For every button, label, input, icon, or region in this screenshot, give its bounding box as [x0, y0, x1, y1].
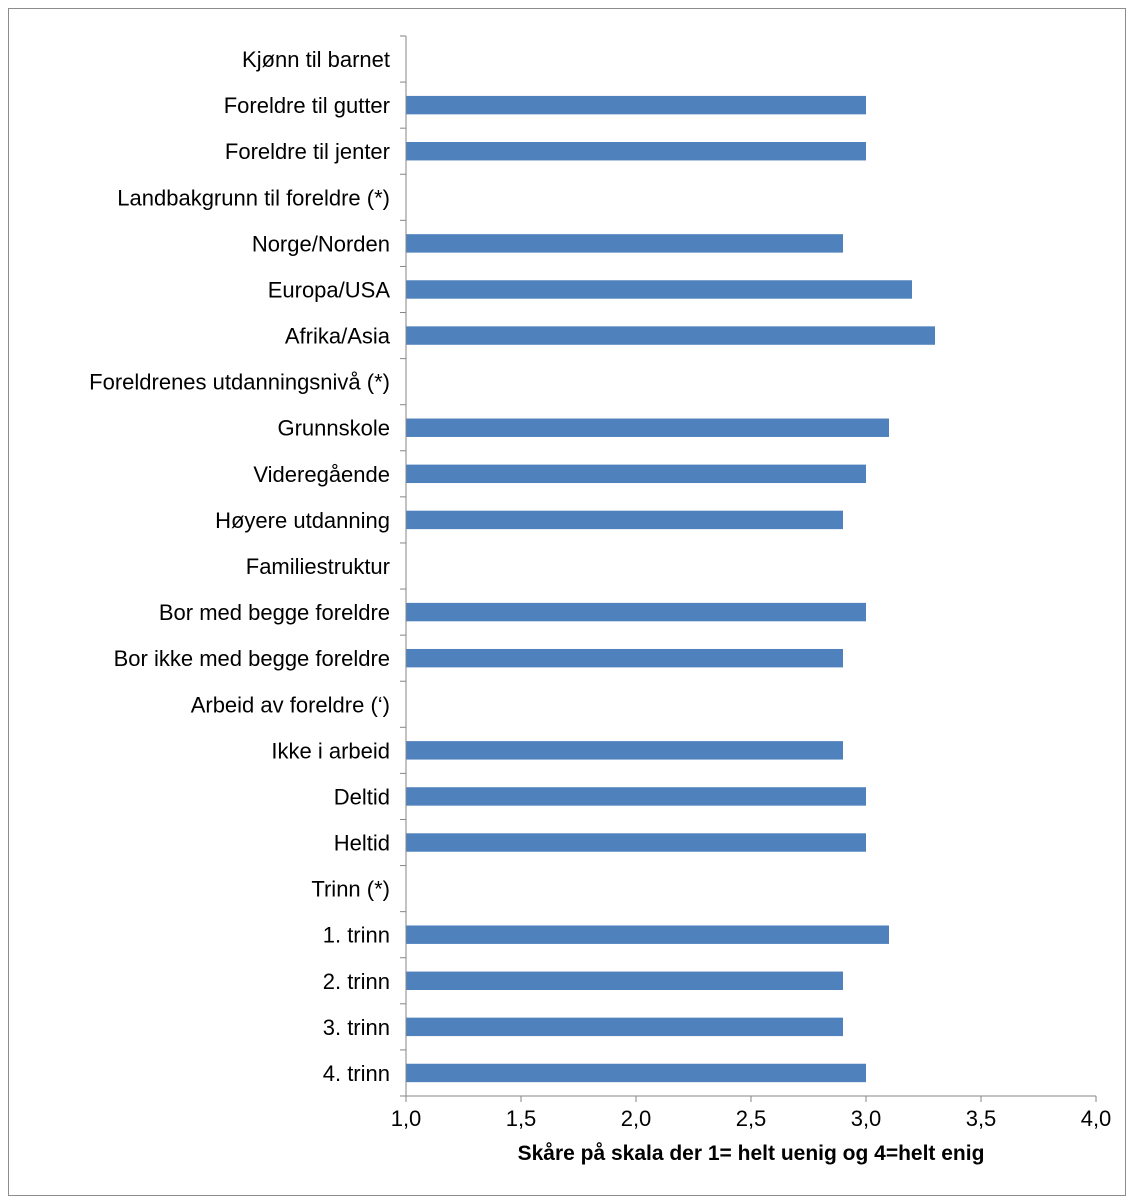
- bar: [406, 280, 912, 299]
- x-tick-labels: 1,0 1,5 2,0 2,5 3,0 3,5 4,0: [391, 1106, 1112, 1131]
- bar: [406, 510, 843, 530]
- category-label: Afrika/Asia: [285, 324, 391, 349]
- bar: [406, 741, 843, 760]
- category-label: Foreldrenes utdanningsnivå (*): [89, 370, 390, 395]
- category-label: Norge/Norden: [252, 231, 390, 256]
- bars-group: [406, 95, 935, 1083]
- axes-group: [400, 35, 1097, 1102]
- bar: [406, 326, 935, 345]
- category-label: Europa/USA: [268, 277, 391, 302]
- bar: [406, 1063, 866, 1083]
- category-label: Trinn (*): [311, 877, 390, 902]
- category-label: 2. trinn: [323, 969, 390, 994]
- category-label: Deltid: [334, 784, 390, 809]
- category-label: Landbakgrunn til foreldre (*): [117, 185, 390, 210]
- x-tick-label: 3,0: [851, 1106, 882, 1131]
- category-label: Arbeid av foreldre (‘): [191, 692, 390, 717]
- x-axis-title: Skåre på skala der 1= helt uenig og 4=he…: [518, 1142, 985, 1165]
- chart-frame: Kjønn til barnet Foreldre til gutter Forel…: [8, 8, 1126, 1196]
- category-label: Kjønn til barnet: [242, 47, 390, 72]
- bar: [406, 787, 866, 806]
- category-label: Ikke i arbeid: [271, 738, 390, 763]
- category-label: Bor med begge foreldre: [159, 600, 390, 625]
- bar: [406, 648, 843, 668]
- bar: [406, 1017, 843, 1037]
- bar-chart: Kjønn til barnet Foreldre til gutter Forel…: [89, 35, 1112, 1165]
- bar: [406, 142, 866, 161]
- category-label: Videregående: [253, 462, 390, 487]
- x-tick-label: 2,0: [621, 1106, 652, 1131]
- category-label: 4. trinn: [323, 1061, 390, 1086]
- category-label: Grunnskole: [277, 416, 390, 441]
- category-label: Heltid: [334, 831, 390, 856]
- bar: [406, 925, 889, 944]
- category-labels: Kjønn til barnet Foreldre til gutter Forel…: [89, 47, 391, 1086]
- bar: [406, 464, 866, 484]
- x-tick-label: 1,5: [506, 1106, 537, 1131]
- category-label: 1. trinn: [323, 923, 390, 948]
- bar: [406, 971, 843, 990]
- x-tick-label: 2,5: [736, 1106, 767, 1131]
- x-tick-label: 3,5: [966, 1106, 997, 1131]
- bar: [406, 833, 866, 852]
- bar: [406, 95, 866, 115]
- category-label: Bor ikke med begge foreldre: [114, 646, 390, 671]
- category-label: Foreldre til gutter: [224, 93, 390, 118]
- category-label: Høyere utdanning: [215, 508, 390, 533]
- x-tick-label: 1,0: [391, 1106, 422, 1131]
- bar: [406, 418, 889, 437]
- category-label: Foreldre til jenter: [225, 139, 390, 164]
- bar: [406, 602, 866, 622]
- bar: [406, 234, 843, 253]
- x-tick-label: 4,0: [1081, 1106, 1112, 1131]
- category-label: Familiestruktur: [246, 554, 390, 579]
- category-label: 3. trinn: [323, 1015, 390, 1040]
